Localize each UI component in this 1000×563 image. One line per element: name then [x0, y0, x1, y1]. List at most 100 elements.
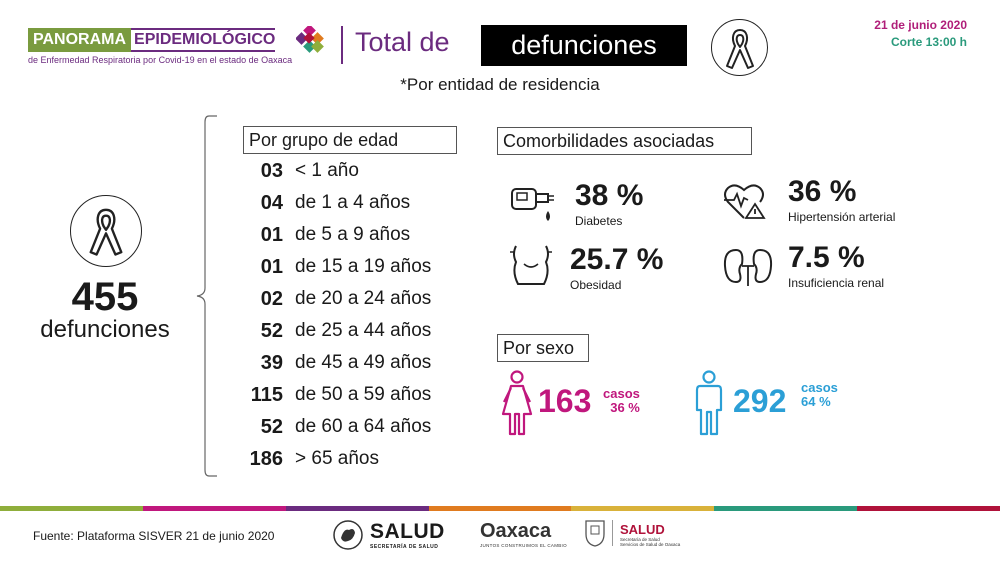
age-group-range: de 15 a 19 años	[295, 256, 432, 277]
stripe-segment	[285, 506, 429, 511]
page-title-prefix: Total de	[355, 27, 450, 57]
age-group-row: 01 de 15 a 19 años	[248, 251, 468, 283]
stripe-segment	[428, 506, 572, 511]
stripe-segment	[857, 506, 1000, 511]
salud-logo: SALUD SECRETARÍA DE SALUD	[332, 518, 445, 552]
hypertension-label: Hipertensión arterial	[788, 210, 896, 224]
awareness-ribbon-icon	[89, 208, 123, 256]
total-deaths-label: defunciones	[40, 316, 170, 343]
date-label: 21 de junio 2020	[874, 18, 967, 32]
female-casos-label: casos	[603, 386, 640, 401]
awareness-ribbon-icon	[725, 28, 754, 69]
total-deaths-value: 455	[71, 275, 139, 319]
footer-divider	[612, 520, 613, 546]
age-group-range: de 25 a 44 años	[295, 320, 432, 341]
age-group-count: 52	[260, 319, 283, 342]
oaxaca-slogan: JUNTOS CONSTRUIMOS EL CAMBIO	[480, 543, 567, 548]
age-group-row: 39 de 45 a 49 años	[248, 347, 468, 379]
age-group-count: 52	[260, 415, 283, 438]
obesity-pct: 25.7 %	[570, 243, 664, 276]
female-cases: casos 36 %	[603, 387, 640, 415]
mexico-eagle-seal-icon	[333, 520, 363, 550]
age-group-row: 03 < 1 año	[248, 155, 468, 187]
hypertension-stat: 36 % Hipertensión arterial	[788, 175, 896, 225]
hypertension-pct: 36 %	[788, 175, 857, 208]
age-group-range: de 50 a 59 años	[295, 384, 432, 405]
sex-title: Por sexo	[497, 334, 589, 362]
report-date: 21 de junio 2020 Corte 13:00 h	[874, 17, 967, 51]
male-figure-icon	[695, 370, 723, 436]
age-group-range: de 1 a 4 años	[295, 192, 411, 213]
brand-logo-text: PANORAMA EPIDEMIOLÓGICO de Enfermedad Re…	[28, 28, 293, 65]
age-group-range: > 65 años	[295, 448, 379, 469]
salud-oaxaca-sub-1: Secretaría de Salud	[620, 537, 660, 542]
age-group-title: Por grupo de edad	[243, 126, 457, 154]
ribbon-badge	[711, 19, 768, 76]
female-count: 163	[538, 383, 592, 419]
age-group-count: 01	[260, 255, 283, 278]
total-ribbon-badge	[70, 195, 142, 267]
female-pct: 36 %	[610, 400, 640, 415]
comorbidities-title: Comorbilidades asociadas	[497, 127, 752, 155]
salud-wordmark: SALUD	[370, 520, 445, 543]
age-group-range: < 1 año	[295, 160, 359, 181]
brand-epidemiologico: EPIDEMIOLÓGICO	[131, 28, 276, 52]
obesity-label: Obesidad	[570, 278, 622, 292]
salud-oaxaca-wordmark: SALUD	[620, 522, 665, 537]
age-group-count: 115	[250, 383, 283, 406]
age-group-row: 02 de 20 a 24 años	[248, 283, 468, 315]
age-group-count: 186	[249, 447, 283, 470]
salud-oaxaca-sub-2: Servicios de Salud de Oaxaca	[620, 542, 681, 547]
oaxaca-logo: Oaxaca JUNTOS CONSTRUIMOS EL CAMBIO	[480, 520, 567, 548]
oaxaca-wordmark: Oaxaca	[480, 520, 552, 542]
age-group-range: de 45 a 49 años	[295, 352, 432, 373]
footer-color-stripe	[0, 506, 1000, 511]
page-subtitle: *Por entidad de residencia	[400, 75, 600, 94]
heart-pulse-warning-icon	[724, 184, 766, 219]
female-figure-icon	[501, 370, 533, 436]
diabetes-stat: 38 % Diabetes	[575, 179, 644, 229]
obesity-stat: 25.7 % Obesidad	[570, 243, 664, 293]
age-group-row: 52 de 25 a 44 años	[248, 315, 468, 347]
age-group-list: 03 < 1 año 04 de 1 a 4 años 01 de 5 a 9 años 0…	[248, 155, 468, 475]
age-group-count: 03	[260, 159, 283, 182]
age-group-range: de 5 a 9 años	[295, 224, 411, 245]
age-group-count: 04	[260, 191, 283, 214]
oaxaca-shield-icon	[585, 520, 605, 547]
diabetes-label: Diabetes	[575, 214, 623, 228]
age-group-count: 01	[260, 223, 283, 246]
brand-subtitle: de Enfermedad Respiratoria por Covid-19 …	[28, 55, 293, 65]
cutoff-label: Corte 13:00 h	[890, 35, 967, 49]
age-group-row: 186 > 65 años	[248, 443, 468, 475]
source-note: Fuente: Plataforma SISVER 21 de junio 20…	[33, 529, 275, 543]
diamond-mosaic-icon	[296, 26, 324, 53]
page-title-highlight: defunciones	[481, 25, 687, 66]
brand-panorama: PANORAMA	[28, 28, 132, 52]
body-waist-icon	[510, 245, 552, 285]
male-count: 292	[733, 383, 787, 419]
age-group-row: 04 de 1 a 4 años	[248, 187, 468, 219]
salud-oaxaca-logo: SALUD Secretaría de Salud Servicios de S…	[620, 522, 680, 547]
age-group-count: 39	[260, 351, 283, 374]
age-group-row: 01 de 5 a 9 años	[248, 219, 468, 251]
male-casos-label: casos	[801, 380, 838, 395]
renal-stat: 7.5 % Insuficiencia renal	[788, 241, 885, 291]
kidneys-icon	[723, 248, 773, 286]
renal-pct: 7.5 %	[788, 241, 865, 274]
renal-label: Insuficiencia renal	[788, 276, 885, 290]
left-brace	[196, 115, 217, 477]
male-pct: 64 %	[801, 394, 831, 409]
diabetes-pct: 38 %	[575, 179, 644, 212]
age-group-range: de 20 a 24 años	[295, 288, 432, 309]
salud-subtitle: SECRETARÍA DE SALUD	[370, 544, 439, 550]
age-group-row: 52 de 60 a 64 años	[248, 411, 468, 443]
age-group-row: 115 de 50 a 59 años	[248, 379, 468, 411]
stripe-segment	[0, 506, 143, 511]
stripe-segment	[142, 506, 286, 511]
age-group-range: de 60 a 64 años	[295, 416, 432, 437]
stripe-segment	[714, 506, 858, 511]
male-cases: casos 64 %	[801, 381, 838, 409]
age-group-count: 02	[260, 287, 283, 310]
title-divider	[341, 26, 343, 64]
stripe-segment	[571, 506, 715, 511]
